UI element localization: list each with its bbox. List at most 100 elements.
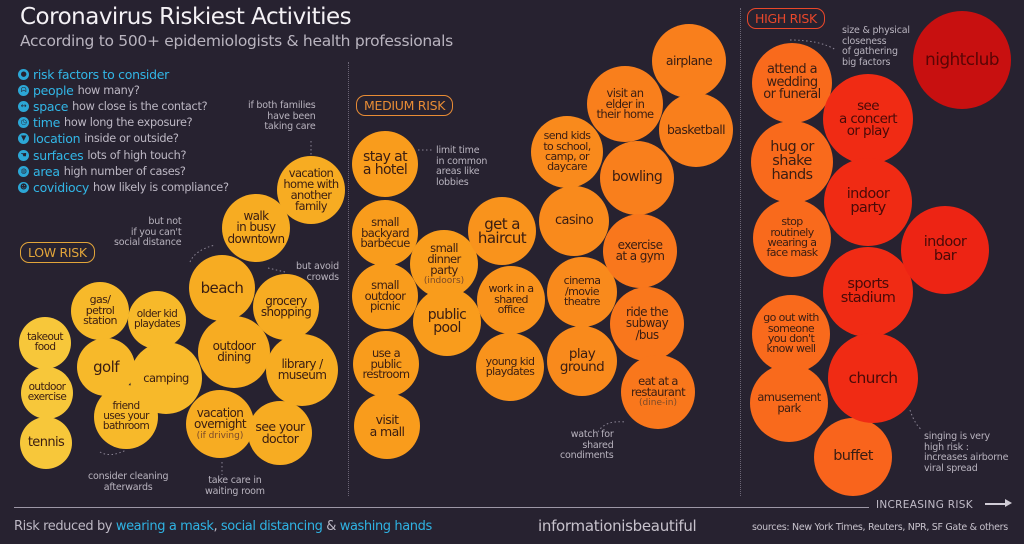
bubble-label-line: older kid [136,308,178,321]
bubble-label-line: shake [772,153,812,170]
activity-bubble: see your doctor [248,401,312,465]
activity-bubble: small outdoor picnic [352,263,418,329]
activity-bubble: airplane [652,24,726,98]
bubble-label-line: office [497,303,525,317]
bubble-label-line: bathroom [102,419,150,432]
bubble-label-line: golf [93,357,119,376]
activity-bubble: eat at a restaurant (dine-in) [621,355,695,429]
footer-sep1: , [213,519,221,534]
risk-factor-desc: lots of high touch? [87,148,187,162]
arrow-right-icon [985,503,1007,505]
bubble-label-line: a concert [839,110,898,127]
risk-factor-desc: inside or outside? [84,132,179,146]
bubble-label-line: work in a [488,282,535,296]
bubble-label-line: play [568,346,596,363]
annotation-condiments: watch for shared condiments [560,429,614,462]
brand-logo: informationisbeautiful [538,517,697,535]
activity-bubble: work in a shared office [477,266,545,334]
activity-bubble: grocery shopping [253,274,319,340]
bubble-label-line: amusement [757,390,821,405]
bubble-label-line: another [290,188,332,202]
bubble-label-line: someone [767,321,815,335]
space-icon: ↔ [18,100,29,112]
medium-high-divider [740,8,741,496]
bubble-label-line: exercise [617,237,663,252]
bubble-label-line: indoor [846,186,890,203]
bubble-label-line: vacation [288,166,334,181]
bubble-label-line: /movie [565,284,599,298]
low-risk-badge: LOW RISK [20,242,95,263]
bubble-label-line: ride the [626,304,669,319]
bubble-label-line: subway [625,316,669,331]
bubble-label-line: takeout [27,331,63,344]
bubble-label-line: stadium [840,290,896,306]
bubble-label-line: young kid [485,354,535,368]
annotation-but-not: but not if you can't social distance [114,216,182,249]
bubble-label-line: sports [847,276,889,293]
bubble-label-line: visit an [606,85,644,100]
arrow-head-icon [1005,499,1012,507]
bubble-sublabel: (dine-in) [639,398,677,409]
bubble-label-line: hug or [770,139,814,156]
annotation-line: if both families [248,100,316,111]
bubble-label-line: public [427,306,467,323]
activity-bubble: casino [539,186,609,256]
activity-bubble: stay at a hotel [352,131,418,197]
bubble-label-line: small [371,277,399,292]
annotation-line: but avoid [296,261,339,272]
bubble-label-line: to school, [543,139,591,153]
activity-bubble: vacation home with another family [277,156,345,224]
leader-line [909,409,923,431]
globe-icon: ◍ [18,165,29,177]
high-risk-badge: HIGH RISK [747,8,825,29]
bubble-label-line: party [430,262,458,277]
bubble-label-line: overnight [193,417,247,432]
annotation-line: big factors [842,56,891,68]
activity-bubble: walk in busy downtown [222,194,290,262]
bubble-label-line: barbecue [360,236,410,251]
activity-bubble: small dinner party (indoors) [410,230,478,298]
annotation-line: but not [148,216,182,227]
bubble-label-line: tennis [27,434,65,450]
risk-factor-key: people [33,82,74,98]
bubble-label-line: outdoor [28,381,66,394]
bubble-label-line: bowling [611,169,663,186]
bubble-label-line: family [295,198,328,213]
bubble-label-line: camp, or [545,150,590,163]
activity-bubble: vacation overnight (if driving) [186,390,254,458]
risk-factor-desc: how likely is compliance? [93,180,229,194]
annotation-singing: singing is very high risk : increases airb… [924,431,1008,475]
bubble-label-line: backyard [361,225,409,240]
bubble-label-line: small [430,240,458,255]
annotation-line: closeness [842,35,887,47]
bubble-label-line: gas/ [89,293,111,307]
bubble-label-line: library / [281,356,323,371]
bubble-label-line: indoor [923,234,967,251]
bubble-label-line: dining [217,350,251,364]
bubble-label-line: daycare [547,160,587,174]
activity-bubble: visit an elder in their home [587,66,663,142]
bubble-label-line: get a [484,214,520,233]
annotation-line: if you can't [130,226,182,238]
bubble-label-line: buffet [833,448,873,465]
location-icon: ▼ [18,133,29,145]
bubble-label-line: you don't [767,332,815,345]
annotation-line: singing is very [924,431,990,442]
footer-distancing: social distancing [220,519,323,534]
bubble-label-line: restaurant [631,385,686,400]
annotation-line: consider cleaning [88,471,169,482]
bubble-label-line: visit [375,412,399,428]
page-subtitle: According to 500+ epidemiologists & heal… [20,32,453,50]
annotation-line: waiting room [205,485,265,497]
activity-bubble: buffet [814,418,892,496]
activity-bubble: ride the subway/bus [610,287,684,361]
risk-factor-row: ☚ surfaces lots of high touch? [18,147,229,163]
annotation-line: crowds [306,271,339,283]
bubble-label-line: pool [433,320,461,336]
axis-label: INCREASING RISK [876,499,973,511]
risk-factor-key: surfaces [33,147,84,163]
bubble-label-line: /bus [635,327,659,342]
risk-factor-row: ◷ time how long the exposure? [18,115,229,131]
activity-bubble: basketball [659,93,733,167]
low-medium-divider [348,62,349,496]
